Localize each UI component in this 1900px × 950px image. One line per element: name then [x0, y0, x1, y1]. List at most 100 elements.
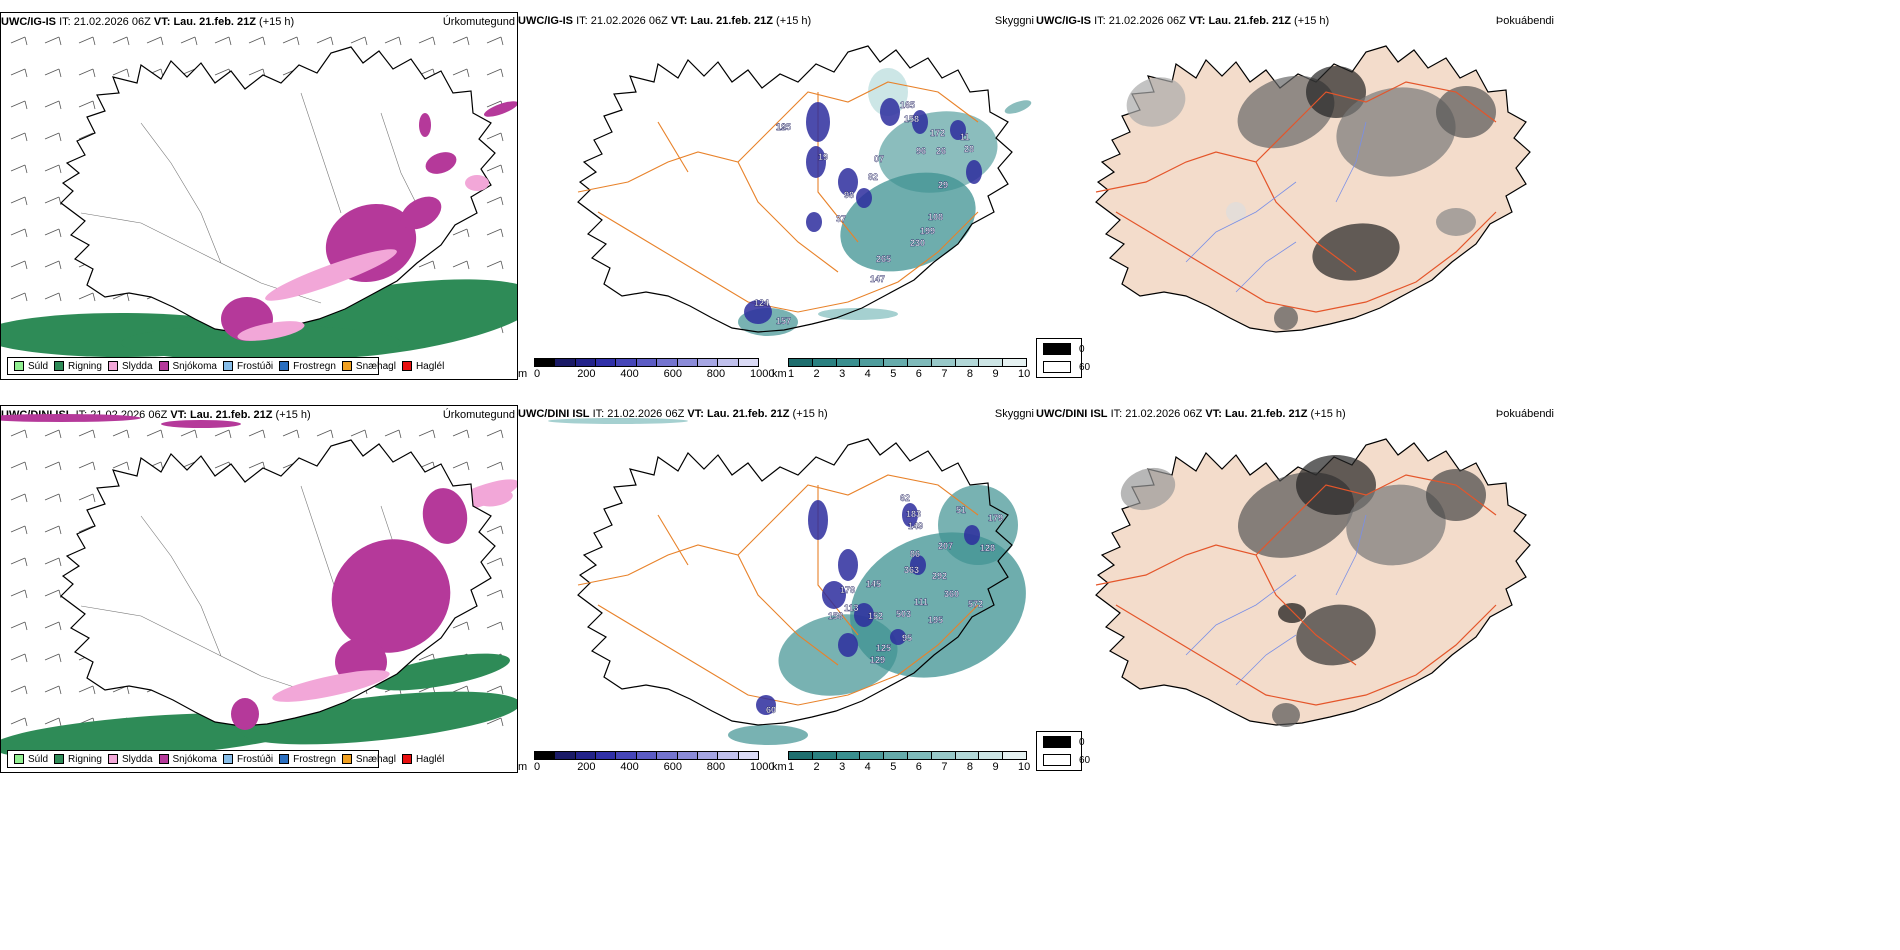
visibility-value-label: 145 — [866, 579, 881, 589]
legend-item-snæhagl: Snæhagl — [341, 754, 396, 765]
fog-legend: 0 60 — [1036, 338, 1090, 378]
colorbar-segment — [737, 358, 759, 367]
precip-legend: Súld Rigning Slydda Snjókoma Frostúði Frostre… — [7, 750, 444, 768]
colorbar-segment — [859, 751, 885, 760]
colorbar-tick-label: 5 — [890, 761, 897, 773]
colorbar-segment — [954, 751, 980, 760]
colorbar-segment — [978, 751, 1004, 760]
vt-value: Lau. 21.feb. 21Z — [173, 16, 256, 28]
visibility-panel-row2: UWC/DINI ISL IT: 21.02.2026 06Z VT: Lau.… — [518, 405, 1036, 773]
legend-label: Snæhagl — [355, 360, 396, 372]
colorbar-tick-label: 7 — [941, 761, 948, 773]
colorbar-segment — [835, 358, 861, 367]
rivers — [1185, 121, 1367, 293]
road-network — [1095, 474, 1497, 706]
colorbar-segment — [1002, 751, 1027, 760]
colorbar-tick-label: 400 — [620, 761, 639, 773]
it-label: IT: — [592, 408, 605, 420]
visibility-value-label: 12 — [776, 122, 786, 132]
colorbar-tick-label: 10 — [1018, 368, 1031, 380]
model-name: UWC/DINI ISL — [518, 408, 590, 420]
fog-map — [1095, 45, 1531, 333]
legend-item-rigning: Rigning — [54, 361, 102, 372]
colorbar-segment — [978, 358, 1004, 367]
visibility-value-label: 195 — [928, 615, 943, 625]
visibility-value-label: 178 — [840, 585, 855, 595]
fog-legend-item: 0 — [1043, 736, 1085, 748]
legend-item-slydda: Slydda — [107, 361, 153, 372]
fog-legend-label: 60 — [1079, 754, 1091, 766]
precip-map — [1, 36, 517, 361]
road-network — [1095, 81, 1497, 313]
visibility-value-label: 62 — [900, 493, 910, 503]
visibility-value-label: 60 — [766, 705, 776, 715]
visibility-value-label: 265 — [876, 254, 891, 264]
colorbar-tick-label: 3 — [839, 761, 846, 773]
colorbar-segment — [835, 751, 861, 760]
colorbar-unit: km — [772, 761, 787, 773]
colorbar-tick-label: 0 — [534, 368, 541, 380]
colorbar-unit: m — [518, 368, 528, 380]
colorbar-segment — [811, 358, 837, 367]
vt-value: Lau. 21.feb. 21Z — [1224, 408, 1308, 420]
legend-label: Frostregn — [293, 360, 336, 372]
lead-time: (+15 h) — [776, 15, 812, 27]
colorbar-tick-label: 200 — [577, 761, 596, 773]
it-value: 21.02.2026 06Z — [73, 16, 151, 28]
legend-label: Snjókoma — [172, 753, 217, 765]
colorbar-segment — [595, 751, 617, 760]
legend-item-snjókoma: Snjókoma — [158, 753, 217, 765]
colorbar-segment — [656, 751, 678, 760]
colorbar-tick-label: 800 — [706, 368, 726, 380]
fog-legend-label: 0 — [1079, 736, 1085, 748]
visibility-value-label: 28 — [964, 144, 974, 154]
visibility-value-label: 195 — [776, 122, 791, 132]
colorbar-tick-label: 9 — [992, 761, 999, 773]
visibility-value-label: 19 — [818, 152, 828, 162]
visibility-value-label: 86 — [910, 549, 920, 559]
road-network — [577, 474, 979, 706]
colorbar-segment — [696, 751, 719, 760]
precip-legend: Súld Rigning Slydda Snjókoma Frostúði Frostre… — [7, 357, 444, 375]
visibility-value-label: 111 — [914, 597, 928, 607]
legend-item-súld: Súld — [14, 361, 48, 372]
visibility-value-label: 179 — [988, 513, 1003, 523]
legend-swatch — [401, 361, 412, 371]
colorbar-unit: m — [518, 761, 528, 773]
legend-item-súld: Súld — [14, 754, 48, 765]
visibility-value-label: 129 — [870, 655, 885, 665]
legend-label: Súld — [28, 753, 49, 765]
vt-value: Lau. 21.feb. 21Z — [690, 15, 773, 27]
colorbar-segment — [930, 751, 956, 760]
it-label: IT: — [1094, 15, 1106, 27]
legend-label: Rigning — [68, 753, 102, 765]
it-value: 21.02.2026 06Z — [1108, 15, 1186, 27]
visibility-value-label: 158 — [904, 114, 919, 124]
road-network — [80, 92, 422, 304]
colorbar-segment — [788, 358, 813, 367]
visibility-value-label: 26 — [936, 146, 946, 156]
vt-value: Lau. 21.feb. 21Z — [1208, 15, 1291, 27]
legend-swatch — [279, 361, 290, 371]
fog-legend-swatch — [1043, 754, 1071, 766]
legend-swatch — [14, 754, 24, 764]
colorbar-segment — [717, 751, 739, 760]
model-name: UWC/IG-IS — [518, 15, 573, 27]
it-label: IT: — [59, 16, 71, 28]
rivers — [1185, 514, 1367, 686]
legend-swatch — [401, 754, 412, 764]
visibility-value-label: 37 — [836, 214, 846, 224]
fog-panel-row1: UWC/IG-IS IT: 21.02.2026 06Z VT: Lau. 21… — [1036, 12, 1556, 380]
fog-legend-label: 60 — [1079, 361, 1091, 373]
visibility-map: 62 183 149 51 179 128 86 207 292 363 360 111 572 195 5… — [548, 418, 1026, 745]
cloud-ceiling-colorbar: m 0 200 400 600 800 1000 — [518, 358, 774, 380]
colorbar-segment — [954, 358, 980, 367]
visibility-value-label: 149 — [908, 521, 923, 531]
colorbar-tick-label: 600 — [663, 761, 682, 773]
legend-item-frostregn: Frostregn — [279, 754, 336, 765]
lead-time: (+15 h) — [1310, 408, 1346, 420]
legend-label: Rigning — [68, 360, 102, 372]
it-value: 21.02.2026 06Z — [590, 15, 668, 27]
legend-swatch — [14, 361, 24, 371]
fog-legend-swatch — [1043, 736, 1071, 748]
